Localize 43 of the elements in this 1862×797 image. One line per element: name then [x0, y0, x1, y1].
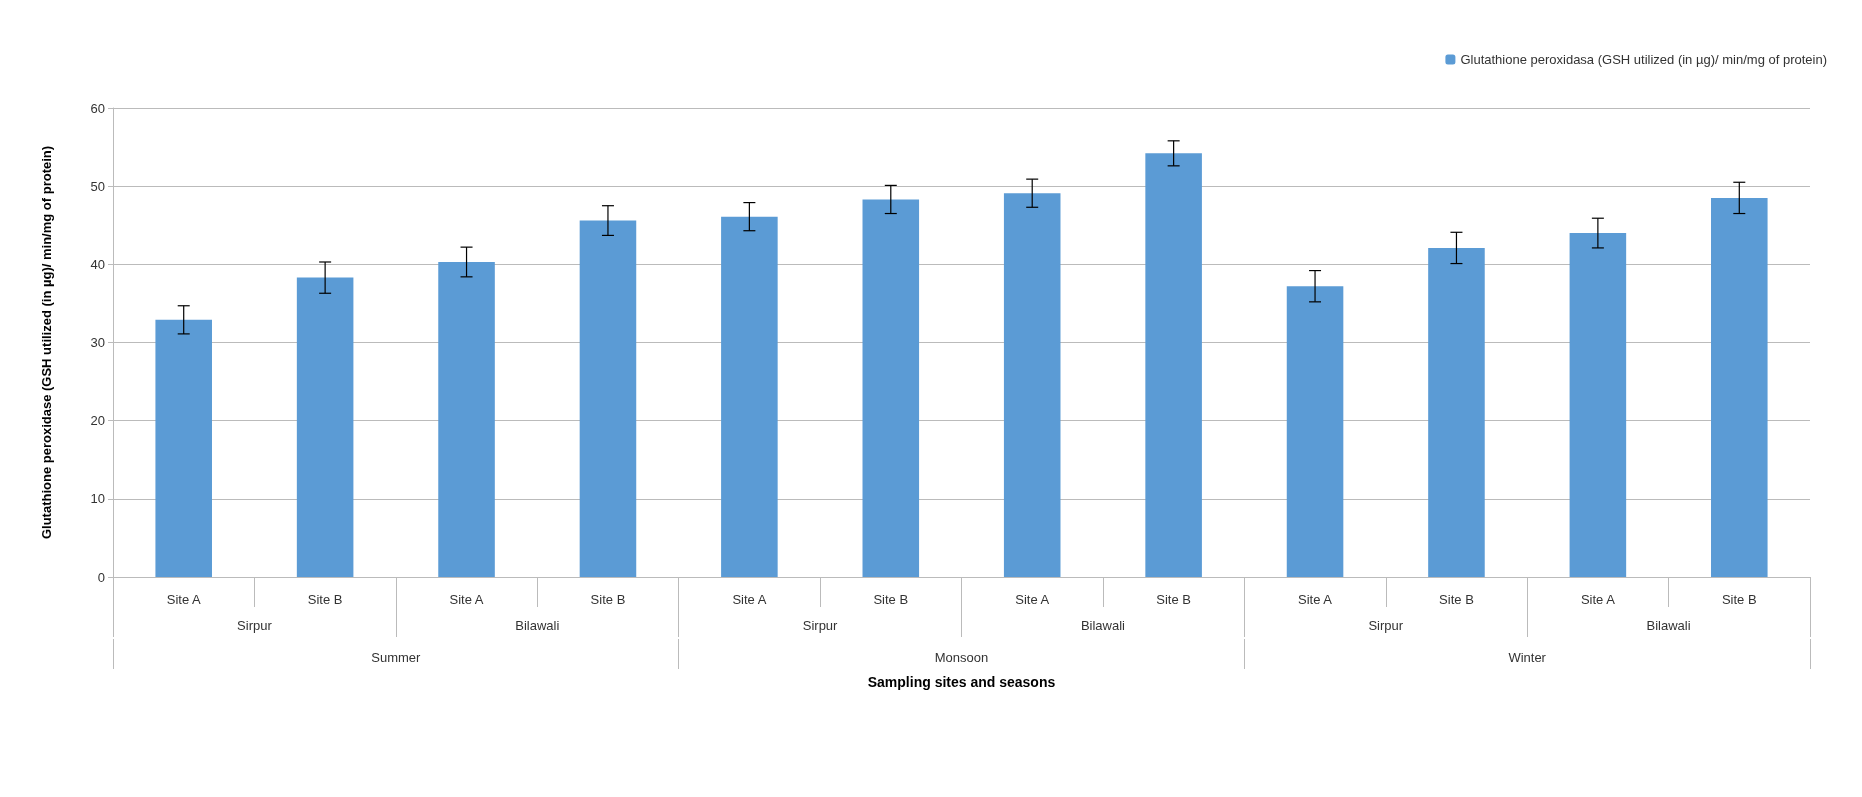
y-tick-label: 0: [97, 569, 105, 585]
bar: [721, 216, 778, 577]
y-tick-label: 30: [90, 335, 105, 350]
bar: [296, 277, 354, 577]
bar: [579, 220, 637, 577]
y-tick-label: 40: [90, 256, 105, 272]
bar: [1003, 193, 1061, 577]
x-tick-label: Site B: [1156, 592, 1191, 607]
text: Sirpur: [237, 618, 273, 633]
bar: [1569, 233, 1627, 577]
x-tick-label: Site B: [1439, 592, 1474, 607]
x-tick-label: Site A: [166, 592, 202, 607]
text: Bilawali: [1646, 618, 1691, 633]
y-tick-label: 50: [90, 178, 105, 194]
y-tick-label: 20: [90, 413, 105, 429]
text: Winter: [1508, 650, 1547, 665]
x-tick-label: Site B: [307, 592, 343, 607]
y-tick-label: 10: [90, 491, 105, 507]
x-tick-label: Site A: [732, 592, 767, 607]
text: Sirpur: [1368, 618, 1404, 633]
x-tick-label: Site B: [590, 592, 626, 607]
bar: [1428, 247, 1485, 577]
bar: [1145, 153, 1202, 577]
y-tick-label: 60: [90, 100, 105, 116]
x-tick-label: Site B: [1721, 592, 1757, 607]
text: Bilawali: [515, 618, 560, 633]
x-tick-label: Site B: [873, 592, 909, 607]
bar: [862, 199, 920, 577]
text: Bilawali: [1080, 618, 1126, 633]
x-tick-label: Site A: [1580, 592, 1616, 607]
x-tick-label: Site A: [1298, 592, 1333, 607]
x-tick-label: Site A: [449, 592, 484, 607]
text: Summer: [371, 650, 422, 665]
bar: [1711, 197, 1768, 577]
bar: [438, 261, 495, 577]
bar: [155, 319, 212, 577]
x-tick-label: Site A: [1015, 592, 1050, 607]
legend-label: Glutathione peroxidasa (GSH utilized (in µg)/ min/mg of protein): [1460, 52, 1828, 67]
x-axis-title: Sampling sites and seasons: [867, 674, 1056, 690]
text: Sirpur: [802, 618, 839, 633]
y-axis-title: Glutathione peroxidase (GSH utilized (in µg)/ min/mg of protein): [39, 145, 54, 540]
text: Monsoon: [934, 650, 989, 665]
bar: [1286, 286, 1344, 577]
